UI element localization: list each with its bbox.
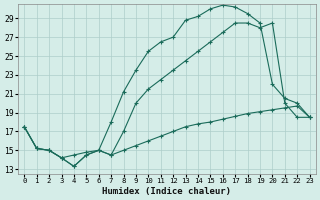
X-axis label: Humidex (Indice chaleur): Humidex (Indice chaleur) [102, 187, 231, 196]
